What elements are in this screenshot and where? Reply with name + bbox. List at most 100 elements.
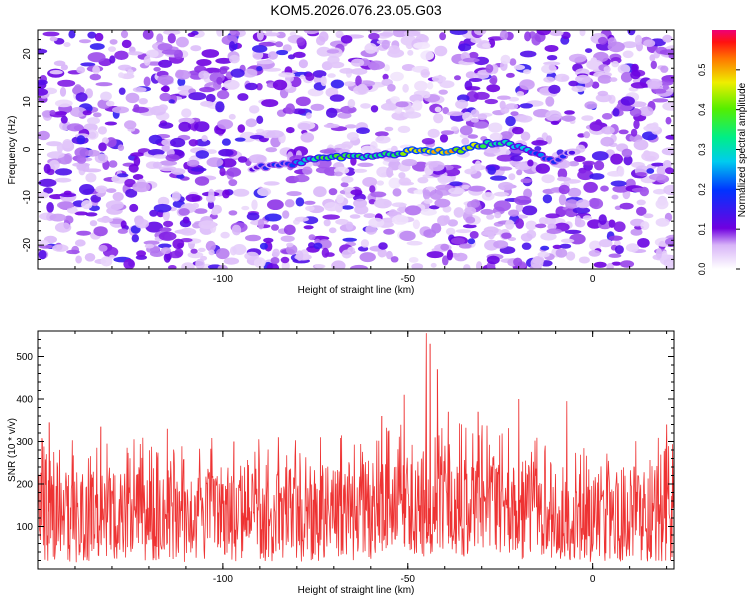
noise-blob bbox=[190, 45, 202, 52]
x-tick-label: -50 bbox=[401, 574, 416, 585]
noise-blob bbox=[508, 97, 520, 102]
noise-blob bbox=[652, 98, 669, 103]
noise-blob bbox=[266, 262, 280, 269]
noise-blob bbox=[305, 205, 315, 211]
noise-blob bbox=[619, 202, 634, 210]
noise-blob bbox=[54, 222, 72, 233]
noise-blob bbox=[130, 152, 145, 157]
noise-blob bbox=[662, 101, 674, 111]
noise-blob bbox=[513, 64, 526, 70]
y-tick-label: -10 bbox=[22, 190, 33, 205]
noise-blob bbox=[52, 244, 69, 252]
noise-blob bbox=[264, 213, 282, 222]
noise-blob bbox=[538, 217, 549, 225]
noise-blob bbox=[648, 173, 667, 181]
noise-blob bbox=[653, 88, 667, 94]
noise-blob bbox=[84, 168, 102, 173]
noise-blob bbox=[659, 255, 674, 266]
signal-trace bbox=[247, 138, 577, 173]
noise-blob bbox=[351, 58, 365, 67]
noise-blob bbox=[499, 131, 513, 140]
noise-blob bbox=[197, 247, 206, 253]
noise-blob bbox=[519, 79, 535, 90]
signal-core bbox=[537, 152, 545, 157]
noise-blob bbox=[370, 105, 379, 113]
noise-blob bbox=[662, 160, 672, 169]
noise-blob bbox=[434, 106, 442, 113]
noise-blob bbox=[345, 221, 354, 231]
noise-blob bbox=[426, 81, 434, 90]
noise-blob bbox=[499, 100, 506, 110]
y-tick-label: -20 bbox=[22, 237, 33, 252]
noise-blob bbox=[117, 144, 125, 151]
noise-blob bbox=[327, 55, 340, 64]
noise-blob bbox=[545, 135, 553, 145]
noise-blob bbox=[422, 189, 431, 200]
noise-blob bbox=[68, 30, 76, 39]
noise-blob bbox=[426, 251, 444, 259]
noise-blob bbox=[170, 137, 186, 148]
snr-ticks: -100 -50 0 100 200 300 400 500 bbox=[16, 330, 674, 585]
noise-blob bbox=[537, 251, 550, 258]
noise-blob bbox=[315, 166, 331, 174]
noise-blob bbox=[515, 218, 524, 229]
noise-blob bbox=[455, 99, 469, 110]
noise-blob bbox=[473, 91, 490, 100]
noise-blob bbox=[630, 128, 638, 137]
noise-blob bbox=[430, 262, 437, 268]
noise-blob bbox=[323, 219, 331, 227]
noise-blob bbox=[362, 177, 378, 187]
noise-blob bbox=[104, 121, 117, 126]
noise-blob bbox=[585, 48, 593, 53]
noise-blob bbox=[448, 187, 465, 195]
noise-blob bbox=[163, 220, 174, 228]
colorbar-ticks: 0.0 0.1 0.2 0.3 0.4 0.5 bbox=[697, 64, 740, 275]
noise-blob bbox=[573, 155, 586, 162]
noise-blob bbox=[403, 30, 421, 37]
noise-blob bbox=[86, 129, 99, 140]
x-tick-label: -50 bbox=[401, 274, 416, 285]
noise-blob bbox=[505, 219, 515, 230]
noise-blob bbox=[380, 102, 398, 111]
noise-blob bbox=[256, 115, 264, 125]
noise-blob bbox=[665, 116, 672, 125]
noise-blob bbox=[493, 200, 511, 212]
noise-blob bbox=[590, 57, 597, 63]
noise-blob bbox=[629, 108, 642, 117]
noise-blob bbox=[561, 115, 576, 122]
noise-blob bbox=[607, 41, 625, 53]
noise-blob bbox=[549, 30, 564, 37]
noise-blob bbox=[249, 134, 264, 140]
noise-blob bbox=[338, 149, 350, 154]
noise-blob bbox=[577, 169, 594, 181]
noise-blob bbox=[160, 247, 172, 255]
noise-blob bbox=[263, 237, 274, 243]
noise-blob bbox=[638, 106, 654, 117]
noise-blob bbox=[63, 190, 72, 196]
noise-blob bbox=[205, 93, 216, 103]
noise-blob bbox=[199, 86, 215, 93]
noise-blob bbox=[105, 200, 124, 211]
noise-blob bbox=[467, 134, 479, 139]
noise-blob bbox=[172, 238, 185, 250]
noise-blob bbox=[123, 258, 135, 269]
noise-blob bbox=[581, 115, 594, 121]
noise-blob bbox=[178, 208, 190, 216]
noise-blob bbox=[148, 134, 163, 145]
noise-blob bbox=[178, 121, 192, 132]
noise-blob bbox=[609, 77, 618, 82]
noise-blob bbox=[282, 44, 292, 52]
noise-blob bbox=[423, 229, 437, 238]
noise-blob bbox=[153, 67, 161, 72]
noise-blob bbox=[520, 131, 531, 141]
noise-blob bbox=[274, 41, 284, 48]
noise-blob bbox=[473, 121, 489, 129]
noise-blob bbox=[494, 211, 502, 219]
y-tick-label: 10 bbox=[22, 96, 33, 108]
noise-blob bbox=[405, 39, 414, 50]
noise-blob bbox=[60, 115, 68, 124]
noise-blob bbox=[398, 177, 412, 186]
noise-blob bbox=[117, 64, 132, 71]
noise-blob bbox=[49, 36, 58, 42]
noise-blob bbox=[85, 149, 100, 157]
